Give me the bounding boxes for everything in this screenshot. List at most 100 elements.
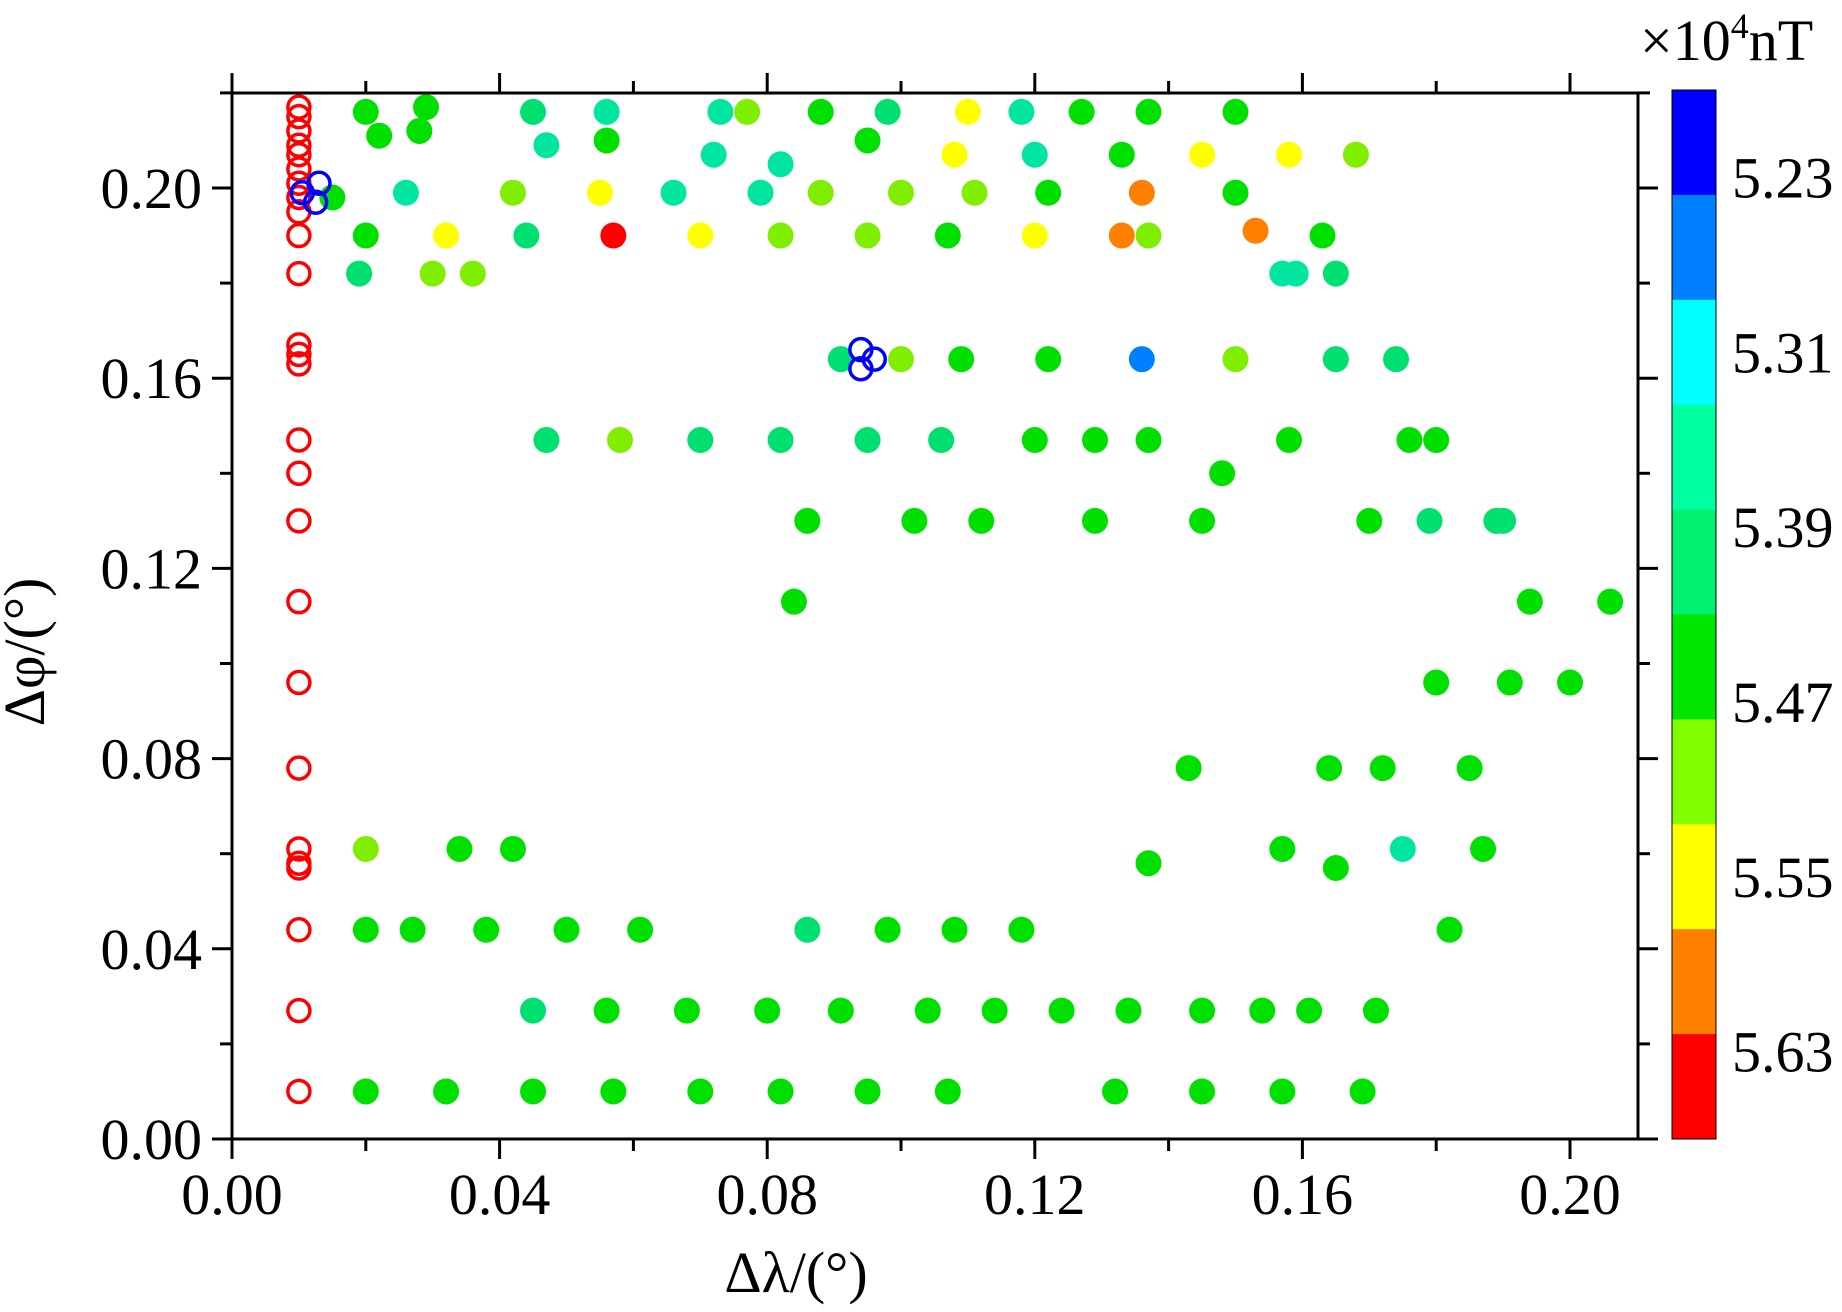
plot-frame (230, 91, 1640, 1141)
data-point (406, 117, 433, 144)
data-point (888, 179, 914, 206)
data-point (413, 94, 440, 121)
data-point-open-red (286, 836, 312, 862)
data-point (827, 997, 854, 1024)
colorbar-label: 5.55 (1732, 845, 1834, 910)
plot-background (232, 93, 1638, 1139)
data-point (794, 507, 821, 534)
data-point (513, 222, 540, 249)
data-point (901, 507, 928, 534)
data-point (392, 179, 419, 206)
x-tick-label: 0.16 (1252, 1162, 1354, 1227)
data-point-open-red (286, 222, 312, 249)
data-point (780, 588, 807, 615)
data-point (934, 1078, 961, 1105)
data-point (352, 835, 379, 862)
colorbar-band (1672, 929, 1716, 1035)
data-point (854, 1078, 881, 1105)
data-point (1108, 222, 1135, 249)
data-point (700, 141, 727, 168)
data-point (734, 98, 761, 125)
data-point (520, 997, 547, 1024)
data-point (459, 260, 486, 287)
axes-frame (230, 91, 1640, 1141)
colorbar-label: 5.31 (1732, 320, 1834, 385)
colorbar-band (1672, 509, 1716, 615)
data-point (1557, 669, 1583, 696)
colorbar-label: 5.47 (1732, 670, 1834, 735)
x-tick-label: 0.12 (984, 1162, 1086, 1227)
data-point (1383, 346, 1410, 373)
data-point (874, 98, 901, 125)
data-point (586, 179, 613, 206)
data-point (941, 141, 968, 168)
data-point (533, 132, 560, 159)
data-point (1135, 222, 1162, 249)
data-point-open-red (286, 341, 312, 368)
data-point (627, 916, 654, 943)
data-point (1021, 427, 1048, 454)
colorbar: 5.23 5.31 5.39 5.47 5.55 5.63 (1671, 89, 1834, 1140)
data-point-open-red (286, 132, 312, 158)
data-point (1322, 346, 1349, 373)
colorbar-border (1671, 89, 1717, 1140)
data-point (1389, 835, 1416, 862)
data-point (754, 997, 781, 1024)
data-point (874, 916, 901, 943)
data-point (533, 427, 560, 454)
data-point-open-blue (861, 346, 887, 372)
data-point (1356, 507, 1383, 534)
data-point (1108, 141, 1135, 168)
data-point-open-red (286, 156, 312, 182)
data-point (607, 427, 634, 454)
colorbar-label: 5.23 (1732, 145, 1834, 210)
data-point (499, 179, 526, 206)
data-point (981, 997, 1008, 1024)
data-point (1021, 222, 1048, 249)
data-point (1222, 179, 1249, 206)
colorbar-band (1672, 299, 1716, 406)
data-point (1309, 222, 1336, 249)
data-point (520, 98, 547, 125)
data-point (1021, 141, 1048, 168)
data-point-open-red (286, 184, 312, 211)
data-point (1068, 98, 1095, 125)
data-point (687, 222, 714, 249)
data-point (1128, 179, 1155, 206)
colorbar-unit-exponent: 4 (1731, 6, 1749, 46)
y-tick-label: 0.04 (101, 917, 203, 982)
data-point (1035, 346, 1062, 373)
data-point (747, 179, 774, 206)
colorbar-band (1672, 1034, 1716, 1140)
data-point (854, 222, 881, 249)
data-point-open-red (286, 427, 312, 453)
data-point (941, 916, 968, 943)
data-point-open-red (286, 855, 312, 881)
y-tick-label: 0.08 (101, 727, 203, 792)
data-point (854, 427, 881, 454)
axis-ticks: 0.00 0.04 0.08 0.12 0.16 0.20 0.00 0.04 0.08 0.12… (101, 73, 1658, 1227)
data-point (593, 997, 620, 1024)
data-point (1048, 997, 1075, 1024)
data-point (767, 222, 794, 249)
data-point-open-red (286, 260, 312, 287)
data-point (419, 260, 446, 287)
colorbar-band (1672, 719, 1716, 825)
data-point (1102, 1078, 1129, 1105)
data-point (1115, 997, 1142, 1024)
colorbar-band (1672, 824, 1716, 930)
data-point (1189, 507, 1216, 534)
data-point (1135, 427, 1162, 454)
data-point (433, 222, 460, 249)
x-tick-label: 0.04 (449, 1162, 551, 1227)
data-point (473, 916, 500, 943)
data-point (446, 835, 473, 862)
y-axis-title: Δφ/(°) (0, 578, 57, 727)
data-point (914, 997, 941, 1024)
data-point (1296, 997, 1323, 1024)
data-point (1135, 850, 1162, 877)
data-point (767, 427, 794, 454)
data-point (1369, 755, 1396, 782)
data-point (520, 1078, 547, 1105)
data-point (600, 1078, 627, 1105)
